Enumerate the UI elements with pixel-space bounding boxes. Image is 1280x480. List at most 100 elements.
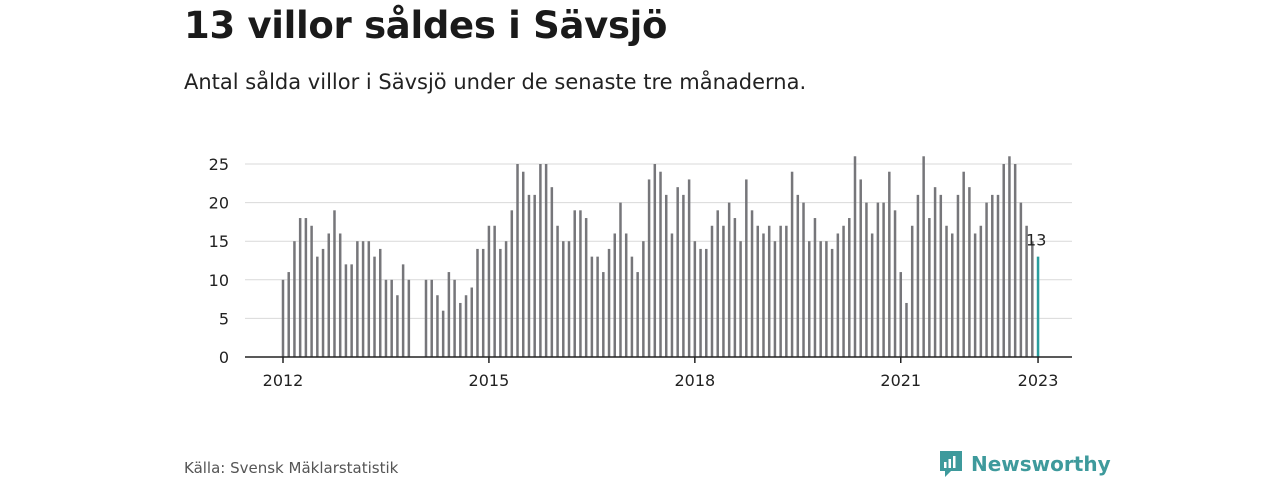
bar xyxy=(939,194,943,357)
bar xyxy=(785,225,788,357)
bar xyxy=(556,225,559,357)
bar xyxy=(293,241,296,357)
bar xyxy=(985,202,988,357)
bar xyxy=(361,241,365,357)
brand-name: Newsworthy xyxy=(971,452,1111,476)
bar xyxy=(624,233,628,357)
bar xyxy=(378,248,382,357)
bar xyxy=(848,218,851,357)
highlight-value-label: 13 xyxy=(1026,231,1046,250)
bar xyxy=(356,241,359,357)
bar xyxy=(722,225,725,357)
bar xyxy=(859,179,862,357)
bar xyxy=(956,194,960,357)
bar xyxy=(384,279,388,357)
bar xyxy=(316,256,319,357)
bar xyxy=(504,241,508,357)
bar xyxy=(401,264,405,357)
bar xyxy=(487,225,491,357)
bar xyxy=(573,210,576,357)
bar xyxy=(344,264,348,357)
bar xyxy=(888,171,891,357)
bar xyxy=(1008,156,1011,357)
bar xyxy=(727,202,731,357)
bar xyxy=(338,233,342,357)
bar xyxy=(630,256,634,357)
y-tick-label: 5 xyxy=(219,309,229,328)
bar xyxy=(950,233,954,357)
bar xyxy=(499,248,502,357)
bar xyxy=(607,248,611,357)
bar xyxy=(493,225,496,357)
bar xyxy=(590,256,594,357)
bar xyxy=(1002,164,1005,357)
brand-logo[interactable]: Newsworthy xyxy=(938,449,1111,479)
bar xyxy=(762,233,765,357)
bar xyxy=(745,179,748,357)
bar xyxy=(830,248,834,357)
bar xyxy=(544,164,548,357)
bar xyxy=(893,210,897,357)
bar xyxy=(1013,164,1017,357)
bar xyxy=(647,179,651,357)
bar xyxy=(865,202,868,357)
bar xyxy=(687,179,691,357)
bar xyxy=(910,225,914,357)
bar xyxy=(870,233,874,357)
bar xyxy=(327,233,331,357)
bar xyxy=(899,272,903,357)
bar xyxy=(584,218,588,357)
y-tick-label: 0 xyxy=(219,348,229,367)
bar xyxy=(905,302,908,357)
bar xyxy=(991,194,994,357)
bar xyxy=(945,225,948,357)
y-tick-label: 15 xyxy=(209,232,229,251)
bar xyxy=(1025,225,1028,357)
bar xyxy=(642,241,645,357)
bar-highlight xyxy=(1036,256,1040,357)
x-tick-label: 2021 xyxy=(880,371,921,390)
bar xyxy=(670,233,674,357)
bar xyxy=(790,171,794,357)
bar xyxy=(373,256,376,357)
bar xyxy=(933,187,937,357)
chart-title: 13 villor såldes i Sävsjö xyxy=(184,4,668,47)
bar xyxy=(476,248,479,357)
bar xyxy=(767,225,771,357)
bar xyxy=(750,210,754,357)
bar xyxy=(779,225,782,357)
bar xyxy=(716,210,719,357)
bar xyxy=(613,233,617,357)
bar xyxy=(853,156,857,357)
bar xyxy=(430,279,433,357)
bar xyxy=(567,241,571,357)
bar xyxy=(922,156,925,357)
x-tick-label: 2018 xyxy=(674,371,715,390)
bar xyxy=(756,225,760,357)
bar xyxy=(596,256,599,357)
bar xyxy=(739,241,742,357)
bar xyxy=(619,202,622,357)
bar xyxy=(350,264,353,357)
bar xyxy=(516,164,519,357)
bar xyxy=(310,225,313,357)
bar xyxy=(916,194,920,357)
bar xyxy=(281,279,285,357)
bar xyxy=(699,248,702,357)
bar xyxy=(693,241,697,357)
bar xyxy=(1019,202,1023,357)
bar xyxy=(1031,241,1034,357)
bar xyxy=(562,241,565,357)
source-note: Källa: Svensk Mäklarstatistik xyxy=(184,459,399,477)
newsworthy-logo-icon xyxy=(940,451,962,477)
bar xyxy=(470,287,474,357)
bar xyxy=(579,210,582,357)
bar xyxy=(636,272,639,357)
bar xyxy=(819,241,822,357)
x-tick-label: 2012 xyxy=(263,371,304,390)
bar xyxy=(842,225,845,357)
bar xyxy=(533,194,536,357)
bar xyxy=(807,241,811,357)
bar xyxy=(733,218,737,357)
bar xyxy=(521,171,525,357)
